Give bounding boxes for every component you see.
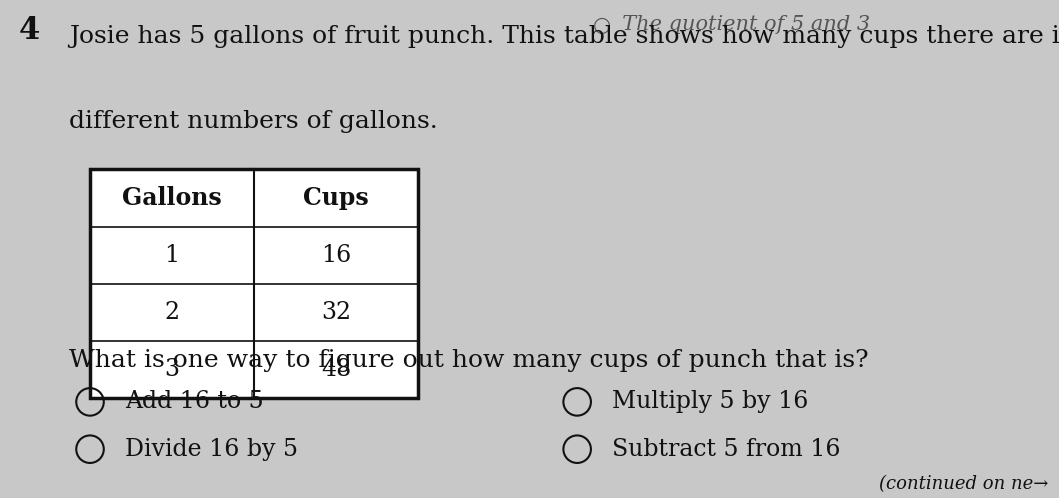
Text: What is one way to figure out how many cups of punch that is?: What is one way to figure out how many c… [69,349,868,372]
Text: The quotient of 5 and 3: The quotient of 5 and 3 [609,15,870,34]
Text: 3: 3 [164,358,180,381]
Text: 32: 32 [321,301,352,324]
Text: 1: 1 [164,244,180,267]
Text: ○: ○ [593,15,611,35]
Text: 16: 16 [321,244,352,267]
Text: 48: 48 [321,358,352,381]
Text: Multiply 5 by 16: Multiply 5 by 16 [612,390,808,413]
Text: different numbers of gallons.: different numbers of gallons. [69,110,437,132]
Text: Add 16 to 5: Add 16 to 5 [125,390,264,413]
Text: 2: 2 [164,301,180,324]
Text: (continued on ne→: (continued on ne→ [879,475,1048,493]
Text: Josie has 5 gallons of fruit punch. This table shows how many cups there are in: Josie has 5 gallons of fruit punch. This… [69,25,1059,48]
Text: Divide 16 by 5: Divide 16 by 5 [125,438,298,461]
Text: Gallons: Gallons [122,186,222,210]
Text: Cups: Cups [303,186,370,210]
FancyBboxPatch shape [90,169,418,398]
Text: Subtract 5 from 16: Subtract 5 from 16 [612,438,841,461]
Text: 4: 4 [19,15,40,46]
